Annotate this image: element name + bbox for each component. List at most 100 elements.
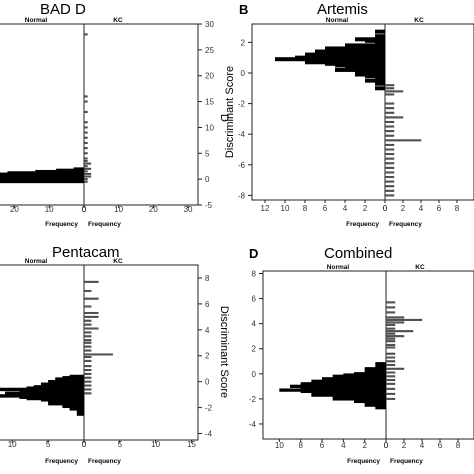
bar-kc xyxy=(83,388,92,391)
bar-kc xyxy=(83,349,92,352)
x-tick-label-left: 10 xyxy=(281,204,290,213)
x-tick-label-right: 20 xyxy=(149,205,158,214)
bar-kc xyxy=(83,160,88,163)
bar-kc xyxy=(385,367,405,370)
bar-kc xyxy=(384,130,395,133)
bar-normal xyxy=(375,75,385,80)
x-tick-label-right: 0 xyxy=(82,205,87,214)
bar-kc xyxy=(83,319,92,322)
y-tick-label: 8 xyxy=(252,270,257,279)
group-label-normal: Normal xyxy=(25,17,48,24)
y-axis-label: D xyxy=(218,114,230,122)
x-tick-label-right: 30 xyxy=(184,205,193,214)
y-axis-label: Discriminant Score xyxy=(224,66,236,158)
x-tick-label-right: 8 xyxy=(455,204,460,213)
bar-kc xyxy=(385,352,396,355)
bar-kc xyxy=(384,166,395,169)
bar-kc xyxy=(83,147,88,150)
bar-kc xyxy=(83,170,88,173)
bar-normal xyxy=(375,406,386,410)
x-tick-label-right: 6 xyxy=(437,204,442,213)
bar-normal xyxy=(375,34,385,39)
bar-kc xyxy=(385,343,396,346)
bar-kc xyxy=(83,33,88,36)
y-tick-label: 2 xyxy=(205,352,210,361)
bar-normal xyxy=(73,167,84,171)
bar-normal xyxy=(365,38,385,43)
bar-kc xyxy=(384,90,404,93)
y-tick-label: 8 xyxy=(205,274,210,283)
bar-kc xyxy=(384,162,395,165)
bar-kc xyxy=(83,341,92,344)
bar-kc xyxy=(83,180,88,183)
bar-kc xyxy=(385,346,396,349)
xlabel-right: Frequency xyxy=(88,458,121,465)
group-label-kc: KC xyxy=(113,17,123,24)
bar-kc xyxy=(385,335,405,338)
y-tick-label: 30 xyxy=(205,20,214,29)
y-tick-label: -2 xyxy=(249,395,257,404)
bar-normal xyxy=(76,409,84,414)
bar-kc xyxy=(384,185,395,188)
bar-kc xyxy=(384,194,395,197)
xlabel-left: Frequency xyxy=(45,458,78,465)
bar-normal xyxy=(375,364,386,368)
bar-kc xyxy=(83,280,99,283)
x-tick-label-left: 0 xyxy=(82,205,87,214)
bar-kc xyxy=(83,95,88,98)
bar-kc xyxy=(384,116,404,119)
bar-kc xyxy=(83,289,92,292)
bar-kc xyxy=(385,340,396,343)
group-label-kc: KC xyxy=(113,258,123,265)
group-label-kc: KC xyxy=(415,264,425,271)
bar-kc xyxy=(385,356,396,359)
x-tick-label-left: 10 xyxy=(8,440,17,449)
y-tick-label: 6 xyxy=(205,300,210,309)
panel-letter: D xyxy=(249,246,258,261)
bar-kc xyxy=(83,311,99,314)
bar-kc xyxy=(385,387,396,390)
bar-kc xyxy=(385,382,396,385)
x-tick-label-right: 2 xyxy=(402,441,407,450)
y-tick-label: 4 xyxy=(252,320,257,329)
bar-kc xyxy=(384,139,422,142)
bar-kc xyxy=(384,107,395,110)
plot-area xyxy=(262,270,474,440)
x-tick-label-left: 5 xyxy=(46,440,51,449)
bar-kc xyxy=(83,152,88,155)
panel-letter: B xyxy=(239,2,248,17)
bar-kc xyxy=(83,136,88,139)
bar-kc xyxy=(384,134,395,137)
bar-kc xyxy=(384,143,395,146)
xlabel-left: Frequency xyxy=(45,221,78,228)
bar-kc xyxy=(83,335,92,338)
bar-kc xyxy=(83,175,92,178)
y-tick-label: 0 xyxy=(241,69,246,78)
bar-kc xyxy=(384,102,395,105)
group-label-normal: Normal xyxy=(326,17,349,24)
bar-kc xyxy=(385,316,405,319)
x-tick-label-left: 6 xyxy=(323,204,328,213)
bar-kc xyxy=(83,323,92,326)
bar-kc xyxy=(385,371,396,374)
bar-kc xyxy=(83,297,99,300)
x-tick-label-left: 2 xyxy=(362,441,367,450)
y-tick-label: 0 xyxy=(205,378,210,387)
y-tick-label: -6 xyxy=(238,161,246,170)
bar-kc xyxy=(384,171,395,174)
x-tick-label-left: 12 xyxy=(261,204,270,213)
x-tick-label-right: 4 xyxy=(419,204,424,213)
bar-kc xyxy=(83,141,88,144)
bar-kc xyxy=(83,100,88,103)
bar-normal xyxy=(364,367,386,371)
bar-kc xyxy=(83,384,92,387)
x-tick-label-left: 2 xyxy=(363,204,368,213)
bar-kc xyxy=(385,301,396,304)
bar-kc xyxy=(385,375,396,378)
bar-kc xyxy=(83,353,113,356)
y-tick-label: 5 xyxy=(205,149,210,158)
bar-kc xyxy=(83,356,92,359)
plot-area xyxy=(0,264,199,441)
